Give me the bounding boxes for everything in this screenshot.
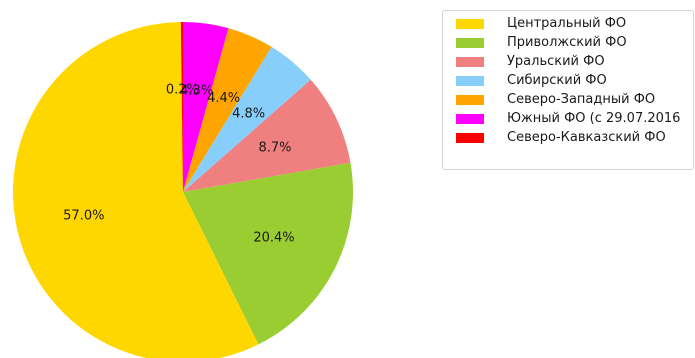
slice-value-label: 0.2% [166, 83, 199, 98]
pie-slice [183, 162, 354, 345]
legend-item: Приволжский ФО [443, 34, 693, 53]
legend-item: Северо-Западный ФО [443, 91, 693, 110]
legend-swatch [456, 133, 484, 143]
pie-slice [183, 79, 351, 192]
pie-slice [183, 22, 229, 192]
legend-label: Южный ФО (с 29.07.2016 [507, 111, 681, 126]
legend-item: Сибирский ФО [443, 72, 693, 91]
legend-label: Северо-Западный ФО [507, 92, 656, 107]
legend-swatch [456, 19, 484, 29]
slice-value-label: 4.8% [232, 106, 265, 121]
slice-value-label: 57.0% [63, 208, 104, 223]
slice-value-label: 8.7% [258, 140, 291, 155]
pie-slice [13, 22, 259, 358]
legend-label: Сибирский ФО [507, 73, 607, 88]
pie-slice [180, 21, 183, 193]
legend-item: Центральный ФО [443, 15, 693, 34]
chart-legend: Центральный ФО Приволжский ФО Уральский … [442, 10, 694, 170]
legend-label: Уральский ФО [507, 54, 605, 69]
legend-item: Северо-Кавказский ФО [443, 129, 693, 148]
legend-item: Уральский ФО [443, 53, 693, 72]
slice-value-label: 4.4% [207, 91, 240, 106]
legend-label: Северо-Кавказский ФО [507, 130, 666, 145]
slice-value-label: 20.4% [253, 231, 294, 246]
pie-slice [183, 28, 272, 192]
slice-value-label: 4.3% [180, 83, 213, 98]
legend-label: Приволжский ФО [507, 35, 627, 50]
legend-swatch [456, 76, 484, 86]
legend-swatch [456, 38, 484, 48]
legend-label: Центральный ФО [507, 16, 627, 31]
legend-swatch [456, 95, 484, 105]
pie-slice [183, 46, 311, 193]
legend-swatch [456, 114, 484, 124]
legend-item: Южный ФО (с 29.07.2016 [443, 110, 693, 129]
legend-swatch [456, 57, 484, 67]
